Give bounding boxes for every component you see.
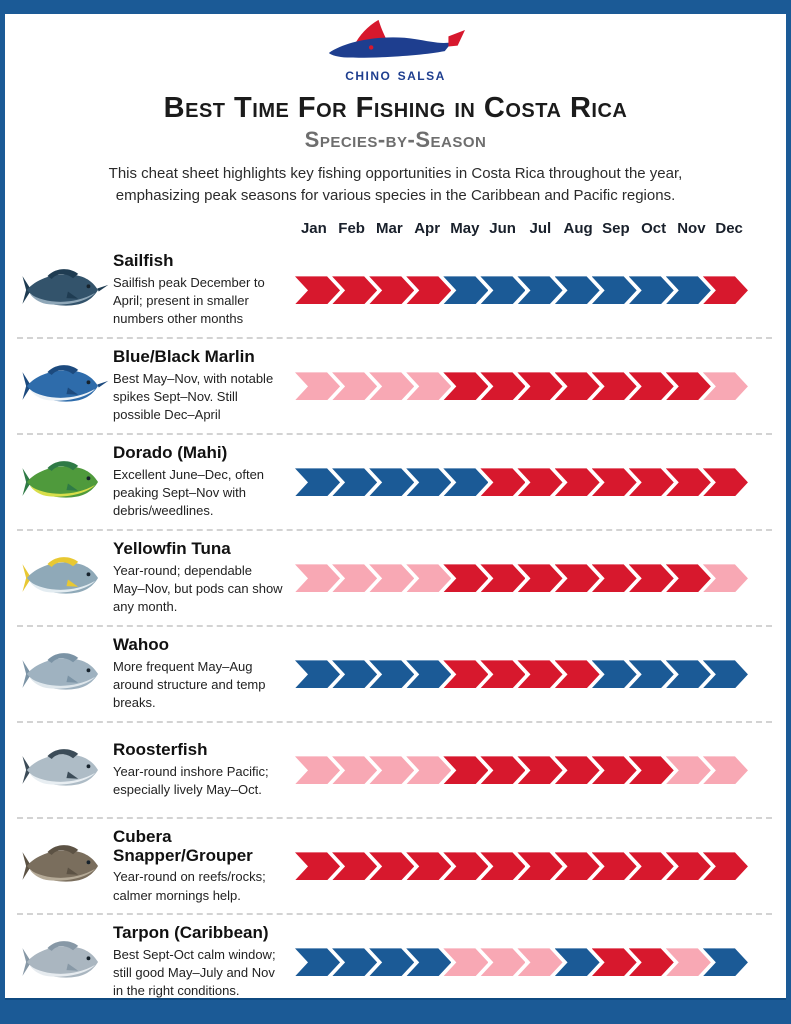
fish-illustration xyxy=(17,262,113,318)
species-name: Roosterfish xyxy=(113,740,208,760)
species-name: Dorado (Mahi) xyxy=(113,443,228,463)
header: Chino Salsa Best Time For Fishing in Cos… xyxy=(5,0,786,206)
season-chevron-strip xyxy=(295,372,748,400)
species-text: Blue/Black Marlin Best May–Nov, with not… xyxy=(113,348,295,424)
species-description: More frequent May–Aug around structure a… xyxy=(113,658,266,711)
species-description: Best Sept-Oct calm window; still good Ma… xyxy=(113,946,276,999)
fish-illustration xyxy=(17,742,113,798)
season-chevron-strip xyxy=(295,852,748,880)
season-chevron-strip xyxy=(295,564,748,592)
species-row: Yellowfin Tuna Year-round; dependable Ma… xyxy=(17,529,772,625)
month-labels: Jan Feb Mar Apr May Jun Jul Aug Sep Oct Nov Dec xyxy=(295,220,748,243)
fish-icon xyxy=(22,653,98,690)
species-row: Sailfish Sailfish peak December to April… xyxy=(17,243,772,337)
description-line-2: emphasizing peak seasons for various spe… xyxy=(115,186,676,204)
month-label: Dec xyxy=(715,220,743,238)
species-name: Sailfish xyxy=(113,251,174,271)
species-text: Sailfish Sailfish peak December to April… xyxy=(113,252,295,328)
species-row: Tarpon (Caribbean) Best Sept-Oct calm wi… xyxy=(17,913,772,1009)
month-label: Jan xyxy=(300,220,327,238)
month-label: Apr xyxy=(414,220,441,238)
top-border-bar xyxy=(5,0,786,14)
species-name: Tarpon (Caribbean) xyxy=(113,923,269,943)
sailfish-logo-icon xyxy=(328,19,465,58)
season-chevron-strip xyxy=(295,276,748,304)
species-text: Roosterfish Year-round inshore Pacific; … xyxy=(113,741,295,799)
month-label: Sep xyxy=(602,220,630,238)
fish-icon xyxy=(22,749,98,786)
bottom-border-bar xyxy=(5,998,786,1024)
month-label: Oct xyxy=(641,220,667,238)
species-row: Wahoo More frequent May–Aug around struc… xyxy=(17,625,772,721)
month-chevron-peak xyxy=(295,276,340,304)
species-description: Sailfish peak December to April; present… xyxy=(113,274,265,327)
species-description: Year-round; dependable May–Nov, but pods… xyxy=(113,562,283,615)
month-label: Feb xyxy=(338,220,365,238)
month-chevron-good xyxy=(295,948,340,976)
page-description: This cheat sheet highlights key fishing … xyxy=(65,163,726,207)
fish-illustration xyxy=(17,838,113,894)
species-rows: Sailfish Sailfish peak December to April… xyxy=(17,243,772,1024)
month-label: Nov xyxy=(677,220,706,238)
month-label: Jun xyxy=(489,220,516,238)
fish-illustration xyxy=(17,550,113,606)
species-text: Dorado (Mahi) Excellent June–Dec, often … xyxy=(113,444,295,520)
fish-illustration xyxy=(17,358,113,414)
fish-icon xyxy=(22,269,109,306)
species-name: Wahoo xyxy=(113,635,170,655)
month-chevron-peak xyxy=(295,852,340,880)
month-label: Aug xyxy=(563,220,593,238)
month-chevron-good xyxy=(295,660,340,688)
species-text: Yellowfin Tuna Year-round; dependable Ma… xyxy=(113,540,295,616)
species-text: Cubera Snapper/Grouper Year-round on ree… xyxy=(113,827,295,905)
season-chevron-strip xyxy=(295,660,748,688)
fish-illustration xyxy=(17,646,113,702)
fish-icon xyxy=(22,845,98,882)
logo-text: Chino Salsa xyxy=(345,65,446,84)
page-subtitle: Species-by-Season xyxy=(304,126,487,152)
fish-icon xyxy=(22,557,98,594)
species-name: Yellowfin Tuna xyxy=(113,539,231,559)
species-row: Dorado (Mahi) Excellent June–Dec, often … xyxy=(17,433,772,529)
season-chevron-strip xyxy=(295,756,748,784)
fish-icon xyxy=(22,461,98,498)
page-title: Best Time For Fishing in Costa Rica xyxy=(163,92,628,124)
fish-icon xyxy=(22,941,98,978)
fish-icon xyxy=(22,365,109,402)
month-chevron-possible xyxy=(295,756,340,784)
season-chart: Jan Feb Mar Apr May Jun Jul Aug Sep Oct Nov Dec Sai… xyxy=(17,220,772,1024)
month-chevron-possible xyxy=(295,372,340,400)
month-label: Jul xyxy=(529,220,552,238)
species-name: Blue/Black Marlin xyxy=(113,347,255,367)
months-header: Jan Feb Mar Apr May Jun Jul Aug Sep Oct Nov Dec xyxy=(17,220,772,243)
species-row: Cubera Snapper/Grouper Year-round on ree… xyxy=(17,817,772,913)
species-row: Roosterfish Year-round inshore Pacific; … xyxy=(17,721,772,817)
fish-illustration xyxy=(17,934,113,990)
species-description: Year-round on reefs/rocks; calmer mornin… xyxy=(113,869,266,903)
month-chevron-good xyxy=(295,468,340,496)
month-chevron-possible xyxy=(295,564,340,592)
month-label: Mar xyxy=(376,220,403,238)
species-name: Cubera Snapper/Grouper xyxy=(113,827,253,865)
species-description: Best May–Nov, with notable spikes Sept–N… xyxy=(113,370,274,423)
season-chevron-strip xyxy=(295,948,748,976)
fish-illustration xyxy=(17,454,113,510)
species-description: Year-round inshore Pacific; especially l… xyxy=(113,764,269,798)
species-row: Blue/Black Marlin Best May–Nov, with not… xyxy=(17,337,772,433)
description-line-1: This cheat sheet highlights key fishing … xyxy=(108,164,683,182)
logo: Chino Salsa xyxy=(5,18,786,85)
species-text: Wahoo More frequent May–Aug around struc… xyxy=(113,636,295,712)
species-text: Tarpon (Caribbean) Best Sept-Oct calm wi… xyxy=(113,924,295,1000)
species-description: Excellent June–Dec, often peaking Sept–N… xyxy=(113,466,265,519)
season-chevron-strip xyxy=(295,468,748,496)
month-label: May xyxy=(450,220,480,238)
